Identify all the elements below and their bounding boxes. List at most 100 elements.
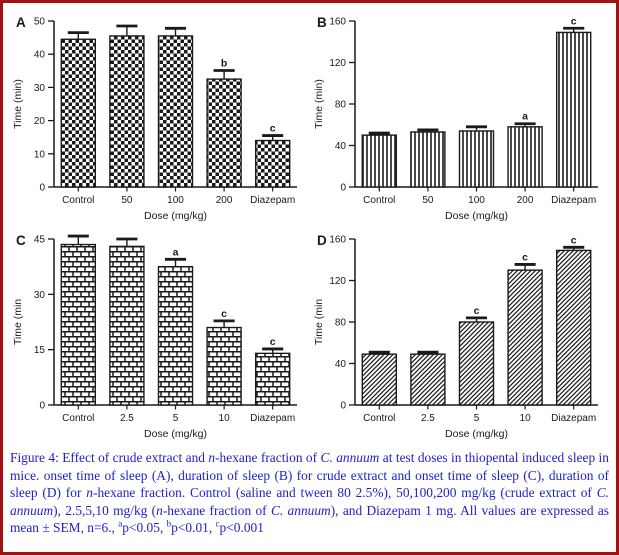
- error-bar: [213, 319, 235, 328]
- y-axis: 0 40 80 120 160: [329, 235, 356, 412]
- bar-control: [60, 38, 97, 188]
- error-bar: [417, 350, 439, 355]
- error-bar: [368, 131, 390, 136]
- y-tick-label: 15: [34, 345, 46, 356]
- significance-label: c: [571, 234, 577, 246]
- error-bar: [67, 31, 89, 40]
- x-axis: Control 2.5 5 10 Diazepam: [355, 404, 598, 424]
- error-bar: [262, 134, 284, 141]
- y-axis-title: Time (min: [313, 299, 325, 345]
- chart-panel-b: B 0 40 80 120 160 Time (min) Control 50 100 200 Dia…: [310, 8, 610, 225]
- caption-text: p<0.01,: [171, 520, 216, 535]
- chart-svg-A: A 0 10 20 30 40 50 Time (min) Control 50 100 200 Dia…: [12, 15, 297, 222]
- y-tick-label: 160: [329, 235, 346, 246]
- y-axis: 0 40 80 120 160: [329, 17, 356, 194]
- x-tick-label: Control: [363, 413, 395, 424]
- x-tick-label: 10: [219, 413, 231, 424]
- x-tick-label: Diazepam: [551, 413, 596, 424]
- error-bar: [563, 245, 585, 251]
- y-tick-label: 40: [34, 50, 46, 61]
- error-bar: [116, 24, 138, 36]
- x-tick-label: 5: [173, 413, 179, 424]
- bar-diazepam: [254, 352, 291, 406]
- y-tick-label: 20: [34, 116, 46, 127]
- caption-text: ), and Diazepam 1 mg. All values are exp…: [10, 502, 609, 536]
- y-axis: 0 10 20 30 40 50: [34, 17, 55, 194]
- figure-caption: Figure 4: Effect of crude extract and n-…: [10, 449, 609, 537]
- chart-panel-d: D 0 40 80 120 160 Time (min Control 2.5 5 10 Diazep…: [310, 226, 610, 443]
- x-tick-label: 2.5: [421, 413, 435, 424]
- y-tick-label: 80: [335, 100, 347, 111]
- x-tick-label: Control: [62, 413, 94, 424]
- x-axis: Control 50 100 200 Diazepam: [355, 186, 598, 206]
- bar-100: [458, 130, 495, 188]
- y-tick-label: 30: [34, 83, 46, 94]
- x-axis-title: Dose (mg/kg): [144, 210, 207, 222]
- y-tick-label: 40: [335, 141, 347, 152]
- x-tick-label: 100: [167, 195, 184, 206]
- chart-svg-B: B 0 40 80 120 160 Time (min) Control 50 100 200 Dia…: [313, 15, 598, 222]
- error-bar: [67, 234, 89, 245]
- error-bar: [514, 122, 536, 127]
- y-tick-label: 0: [39, 183, 45, 194]
- x-tick-label: 200: [517, 195, 534, 206]
- bar-control: [60, 243, 97, 406]
- error-bar: [368, 350, 390, 355]
- error-bar: [417, 128, 439, 133]
- y-tick-label: 10: [34, 149, 46, 160]
- x-tick-label: 10: [520, 413, 532, 424]
- y-tick-label: 30: [34, 290, 46, 301]
- x-tick-label: Diazepam: [250, 195, 295, 206]
- x-tick-label: 5: [474, 413, 480, 424]
- bar-control: [361, 353, 398, 406]
- panel-label-D: D: [317, 233, 327, 248]
- error-bar: [213, 69, 235, 80]
- error-bar: [164, 26, 187, 36]
- caption-text: n: [156, 502, 163, 518]
- significance-label: c: [270, 336, 276, 348]
- chart-panel-c: C 0 15 30 45 Time (min Control 2.5 5 10 Diazepam a c…: [9, 226, 309, 443]
- caption-text: C. annuum: [270, 502, 331, 518]
- x-tick-label: 2.5: [120, 413, 134, 424]
- x-axis-title: Dose (mg/kg): [445, 210, 508, 222]
- caption-text: n: [208, 450, 216, 465]
- chart-panel-a: A 0 10 20 30 40 50 Time (min) Control 50 100 200 Dia…: [9, 8, 309, 225]
- caption-superscript: a: [118, 518, 123, 529]
- significance-label: c: [270, 123, 276, 135]
- significance-label: a: [522, 111, 528, 123]
- y-axis-title: Time (min): [313, 79, 325, 129]
- x-axis: Control 2.5 5 10 Diazepam: [54, 404, 297, 424]
- chart-svg-D: D 0 40 80 120 160 Time (min Control 2.5 5 10 Diazep…: [313, 233, 598, 440]
- caption-text: n: [86, 485, 93, 500]
- x-tick-label: Diazepam: [250, 413, 295, 424]
- bar-200: [507, 126, 543, 188]
- error-bar: [563, 26, 585, 33]
- bar-50: [410, 131, 446, 188]
- caption-text: -hexane fraction of: [162, 502, 271, 518]
- panel-label-A: A: [16, 15, 26, 30]
- y-tick-label: 40: [335, 359, 347, 370]
- x-tick-label: 50: [422, 195, 434, 206]
- significance-label: c: [522, 251, 528, 263]
- bar-diazepam: [555, 249, 592, 406]
- caption-text: ), 2.5,5,10 mg/kg (: [53, 502, 157, 518]
- y-tick-label: 0: [340, 401, 346, 412]
- caption-text: p<0.05,: [122, 520, 167, 535]
- bar-diazepam: [254, 139, 291, 188]
- caption-superscript: c: [215, 518, 220, 529]
- significance-label: c: [571, 15, 577, 27]
- bar-diazepam: [555, 31, 592, 188]
- bar-200: [206, 78, 242, 188]
- x-tick-label: Diazepam: [551, 195, 596, 206]
- significance-label: c: [221, 308, 227, 320]
- x-axis-title: Dose (mg/kg): [144, 428, 207, 440]
- error-bar: [465, 125, 488, 131]
- caption-text: p<0.001: [219, 520, 264, 535]
- x-tick-label: Control: [62, 195, 94, 206]
- y-axis: 0 15 30 45: [34, 235, 55, 412]
- panel-label-C: C: [16, 233, 26, 248]
- caption-text: -hexane fraction. Control (saline and tw…: [92, 485, 597, 500]
- error-bar: [116, 237, 138, 247]
- y-axis-title: Time (min): [12, 79, 24, 129]
